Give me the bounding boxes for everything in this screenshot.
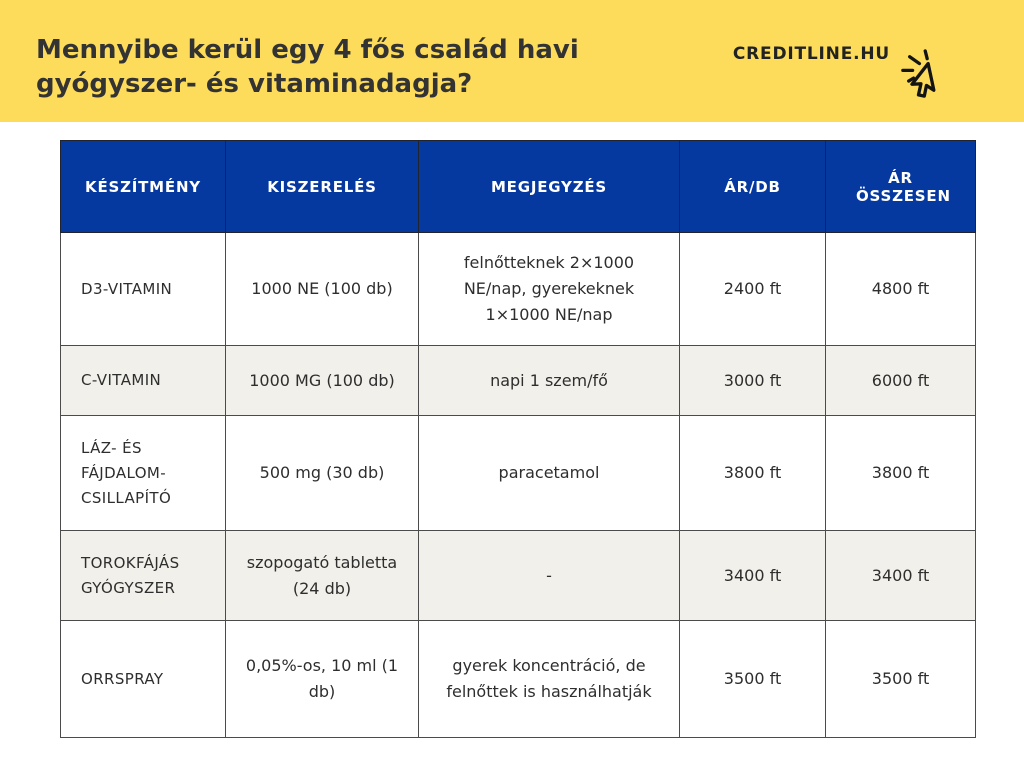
column-header-kiszereles: KISZERELÉS [225,140,419,233]
brand-text: CREDITLINE.HU [732,44,890,64]
table-row: TOROKFÁJÁS GYÓGYSZER szopogató tabletta … [60,530,976,621]
column-header-megjegyzes: MEGJEGYZÉS [418,140,680,233]
price-per-item-cell: 3500 ft [679,620,826,738]
price-per-item-cell: 3400 ft [679,530,826,621]
header-row: KÉSZÍTMÉNY KISZERELÉS MEGJEGYZÉS ÁR/DB Á… [60,140,976,233]
product-name: D3-VITAMIN [60,232,226,346]
package-cell: 500 mg (30 db) [225,415,419,531]
cursor-click-icon [898,48,968,118]
note-cell: napi 1 szem/fő [418,345,680,416]
price-per-item-cell: 3000 ft [679,345,826,416]
package-cell: 1000 MG (100 db) [225,345,419,416]
table-row: D3-VITAMIN 1000 NE (100 db) felnőtteknek… [60,232,976,346]
table-row: C-VITAMIN 1000 MG (100 db) napi 1 szem/f… [60,345,976,416]
note-cell: gyerek koncentráció, de felnőttek is has… [418,620,680,738]
package-cell: 1000 NE (100 db) [225,232,419,346]
page-title: Mennyibe kerül egy 4 fős család havi gyó… [36,35,579,99]
price-total-cell: 4800 ft [825,232,976,346]
table-row: LÁZ- ÉS FÁJDALOM-CSILLAPÍTÓ 500 mg (30 d… [60,415,976,531]
banner: Mennyibe kerül egy 4 fős család havi gyó… [0,0,1024,122]
price-total-cell: 3500 ft [825,620,976,738]
product-name: ORRSPRAY [60,620,226,738]
product-name: C-VITAMIN [60,345,226,416]
note-cell: felnőtteknek 2×1000 NE/nap, gyerekeknek … [418,232,680,346]
table-row: ORRSPRAY 0,05%-os, 10 ml (1 db) gyerek k… [60,620,976,738]
product-name: TOROKFÁJÁS GYÓGYSZER [60,530,226,621]
note-cell: paracetamol [418,415,680,531]
price-per-item-cell: 3800 ft [679,415,826,531]
price-per-item-cell: 2400 ft [679,232,826,346]
price-total-cell: 6000 ft [825,345,976,416]
note-cell: - [418,530,680,621]
column-header-keszitmeny: KÉSZÍTMÉNY [60,140,226,233]
package-cell: szopogató tabletta (24 db) [225,530,419,621]
price-total-cell: 3400 ft [825,530,976,621]
price-total-cell: 3800 ft [825,415,976,531]
package-cell: 0,05%-os, 10 ml (1 db) [225,620,419,738]
column-header-ar-osszesen: ÁR ÖSSZESEN [825,140,976,233]
column-header-ar-db: ÁR/DB [679,140,826,233]
product-name: LÁZ- ÉS FÁJDALOM-CSILLAPÍTÓ [60,415,226,531]
cost-table: KÉSZÍTMÉNY KISZERELÉS MEGJEGYZÉS ÁR/DB Á… [60,140,976,738]
